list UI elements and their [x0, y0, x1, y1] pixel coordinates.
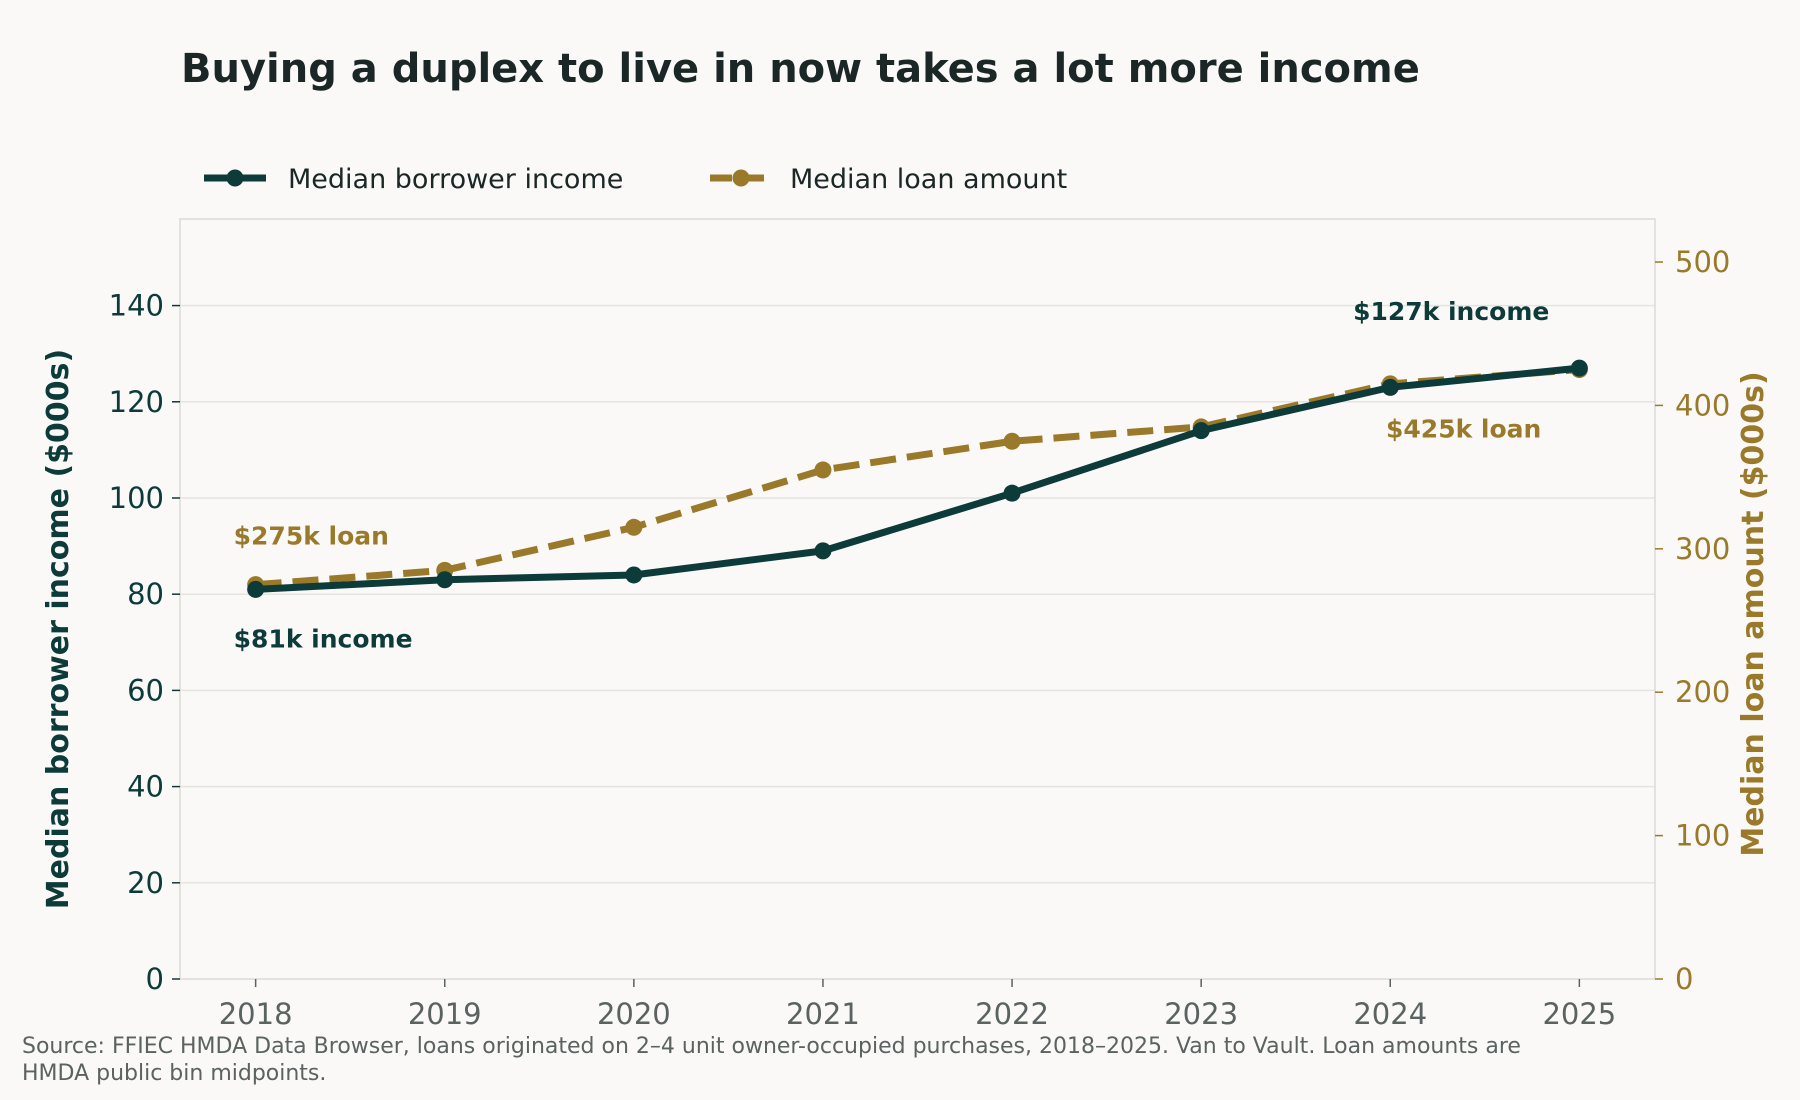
x-tick-label: 2023: [1164, 997, 1238, 1031]
income-line: [255, 364, 1580, 593]
income-point[interactable]: [1381, 378, 1399, 396]
x-tick-label: 2019: [408, 997, 482, 1031]
left-tick-label: 120: [109, 385, 164, 419]
legend-label-income: Median borrower income: [288, 164, 623, 195]
right-y-axis: 0 100 200 300 400 500 Median loan amount ($000…: [1655, 245, 1771, 996]
right-axis-title: Median loan amount ($000s): [1736, 371, 1771, 856]
annotation-label: $81k income: [234, 624, 413, 653]
left-axis-title: Median borrower income ($000s): [41, 349, 76, 909]
x-axis: 2018 2019 2020 2021 2022 2023 2024 2025: [219, 979, 1616, 1031]
left-tick-label: 100: [109, 481, 164, 515]
right-tick-label: 500: [1675, 245, 1730, 279]
income-point[interactable]: [1192, 422, 1210, 440]
loan-point[interactable]: [1003, 432, 1021, 450]
x-tick-label: 2018: [219, 997, 293, 1031]
x-tick-label: 2021: [786, 997, 860, 1031]
right-tick-label: 400: [1675, 388, 1730, 422]
left-tick-label: 60: [127, 673, 164, 707]
income-point[interactable]: [247, 580, 265, 598]
legend-item-loan[interactable]: Median loan amount: [710, 164, 1067, 195]
left-tick-label: 40: [127, 770, 164, 804]
left-tick-label: 80: [127, 577, 164, 611]
income-point[interactable]: [1570, 359, 1588, 377]
loan-point[interactable]: [625, 518, 643, 536]
loan-point[interactable]: [814, 461, 832, 479]
legend-label-loan: Median loan amount: [790, 164, 1067, 195]
left-y-axis: 0 20 40 60 80 100 120 140 Median borrower income…: [41, 289, 180, 996]
left-tick-label: 140: [109, 289, 164, 323]
right-tick-label: 300: [1675, 532, 1730, 566]
annotation-label: $275k loan: [234, 522, 389, 551]
series-loan: [247, 361, 1588, 594]
income-point[interactable]: [1003, 484, 1021, 502]
income-point[interactable]: [814, 542, 832, 560]
legend-item-income[interactable]: Median borrower income: [204, 164, 623, 195]
legend-marker-income: [226, 169, 244, 187]
income-point[interactable]: [436, 571, 454, 589]
x-tick-label: 2024: [1353, 997, 1427, 1031]
x-tick-label: 2020: [597, 997, 671, 1031]
source-note: Source: FFIEC HMDA Data Browser, loans o…: [22, 1034, 1521, 1086]
series-layer: [247, 359, 1588, 598]
income-point[interactable]: [625, 566, 643, 584]
right-tick-label: 200: [1675, 675, 1730, 709]
annotation-label: $425k loan: [1386, 415, 1541, 444]
left-tick-label: 20: [127, 866, 164, 900]
x-tick-label: 2022: [975, 997, 1049, 1031]
gridlines: [180, 304, 1655, 884]
legend: Median borrower income Median loan amoun…: [204, 164, 1067, 195]
series-income: [247, 359, 1588, 598]
left-tick-label: 0: [146, 962, 164, 996]
plot-frame: [179, 218, 1656, 980]
annotations: $81k income $275k loan $127k income $425k l…: [234, 297, 1550, 653]
x-tick-label: 2025: [1542, 997, 1616, 1031]
right-tick-label: 100: [1675, 819, 1730, 853]
right-tick-label: 0: [1675, 962, 1693, 996]
chart-title: Buying a duplex to live in now takes a l…: [181, 46, 1420, 92]
legend-marker-loan: [732, 169, 750, 187]
annotation-label: $127k income: [1353, 297, 1549, 326]
